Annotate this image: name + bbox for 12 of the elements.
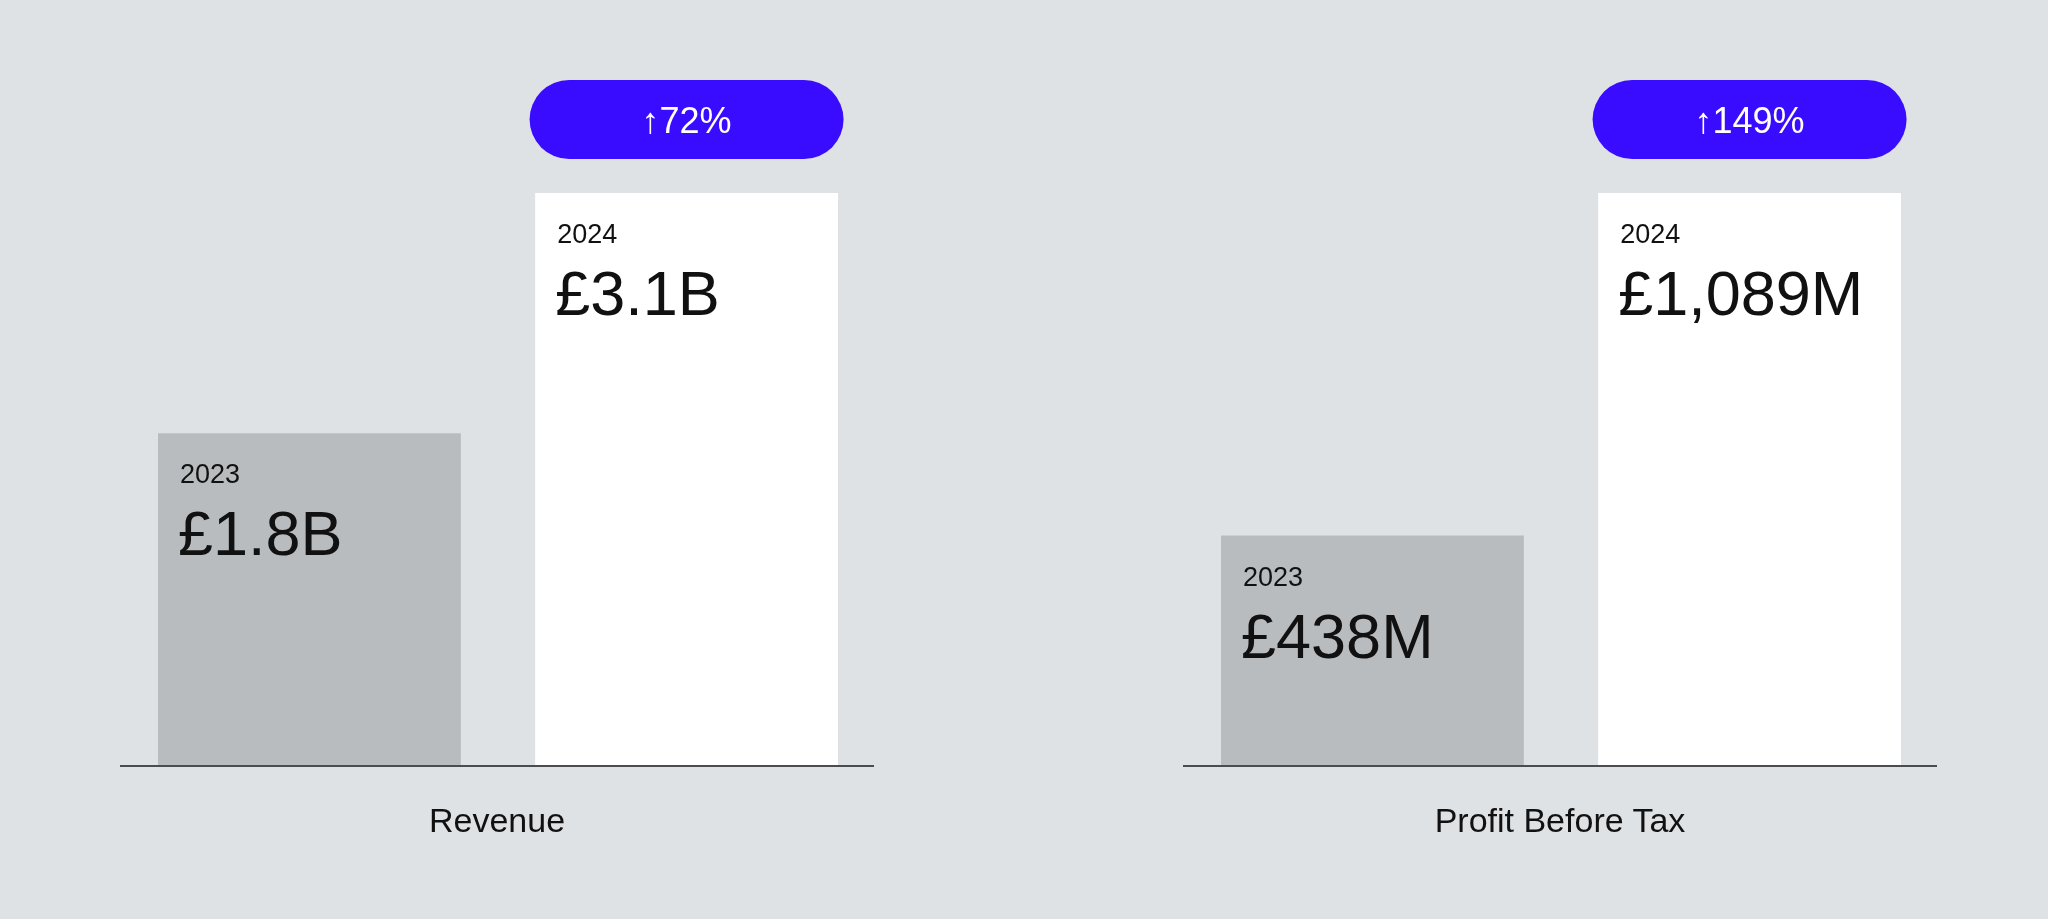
data-label: £438M [1241, 600, 1434, 671]
x-tick-label: 2024 [557, 219, 618, 249]
data-label: £1.8B [178, 498, 343, 569]
x-tick-label: 2023 [1243, 561, 1304, 592]
x-axis-title: Profit Before Tax [1434, 801, 1686, 839]
data-label: £3.1B [555, 258, 720, 328]
annotation: ↑149% [1694, 99, 1805, 141]
data-label: £1,089M [1618, 258, 1864, 328]
x-tick-label: 2024 [1620, 219, 1681, 249]
annotation: ↑72% [641, 99, 732, 141]
x-tick-label: 2023 [180, 459, 241, 490]
x-axis-title: Revenue [428, 801, 566, 839]
